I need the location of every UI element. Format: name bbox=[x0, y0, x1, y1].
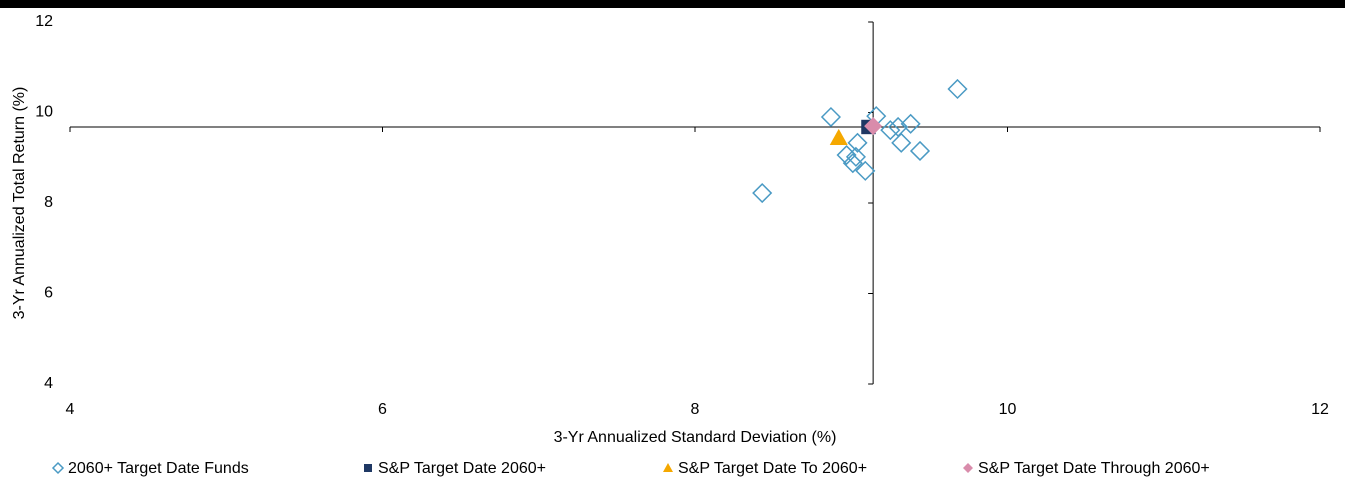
point bbox=[847, 132, 868, 153]
point bbox=[820, 106, 841, 128]
point bbox=[845, 146, 866, 167]
y-tick-label: 6 bbox=[44, 285, 53, 302]
point bbox=[842, 153, 863, 174]
legend-marker bbox=[364, 464, 372, 472]
x-tick-label: 10 bbox=[999, 401, 1017, 418]
legend-marker bbox=[51, 461, 65, 475]
top-bar bbox=[0, 0, 1345, 8]
y-tick-label: 8 bbox=[44, 194, 53, 211]
point bbox=[864, 117, 883, 136]
point bbox=[880, 120, 901, 141]
legend-marker bbox=[963, 463, 973, 473]
legend-marker bbox=[663, 463, 673, 472]
point bbox=[752, 182, 773, 204]
y-axis-label: 3-Yr Annualized Total Return (%) bbox=[11, 87, 28, 320]
x-tick-label: 12 bbox=[1311, 401, 1329, 418]
point bbox=[909, 140, 931, 162]
x-axis-label: 3-Yr Annualized Standard Deviation (%) bbox=[554, 429, 837, 446]
legend-label: 2060+ Target Date Funds bbox=[68, 460, 249, 477]
x-tick-label: 8 bbox=[691, 401, 700, 418]
legend-label: S&P Target Date To 2060+ bbox=[678, 460, 867, 477]
point bbox=[855, 160, 876, 181]
point bbox=[900, 113, 921, 134]
point bbox=[891, 132, 912, 153]
y-tick-label: 4 bbox=[44, 375, 53, 392]
legend-label: S&P Target Date Through 2060+ bbox=[978, 460, 1210, 477]
legend-label: S&P Target Date 2060+ bbox=[378, 460, 546, 477]
point bbox=[829, 128, 848, 146]
point bbox=[947, 78, 968, 100]
y-tick-label: 10 bbox=[35, 104, 53, 121]
y-tick-label: 12 bbox=[35, 13, 53, 30]
x-tick-label: 6 bbox=[378, 401, 387, 418]
x-tick-label: 4 bbox=[66, 401, 75, 418]
